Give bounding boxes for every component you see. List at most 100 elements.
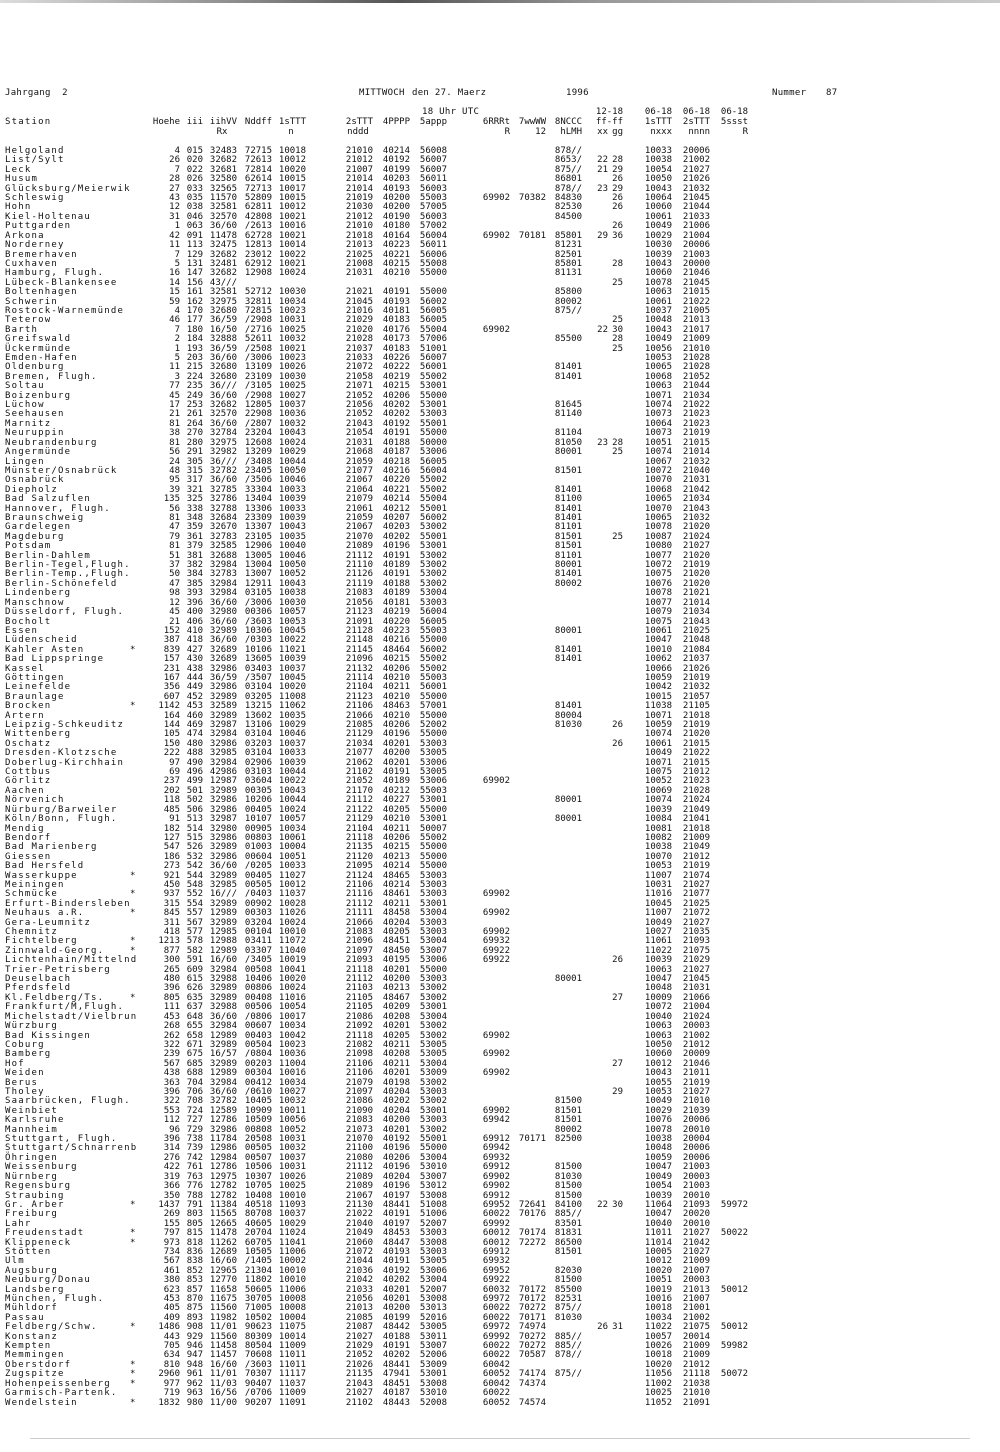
cell-iii: 506 (186, 804, 203, 815)
cell-iihvv: 36/// (209, 456, 237, 467)
cell-tn: 10052 (644, 776, 672, 787)
mountain-station-marker: * (130, 936, 136, 947)
cell-t1: 11024 (278, 1228, 306, 1239)
cell-tn: 10059 (644, 1152, 672, 1163)
cell-tn: 10067 (644, 456, 672, 467)
cell-tx: 20006 (682, 1143, 710, 1154)
cell-tx: 21032 (682, 183, 710, 194)
cell-t1: 10024 (278, 917, 306, 928)
cell-p4: 40206 (382, 832, 410, 843)
cell-r6: 69922 (482, 955, 510, 966)
cell-c8: 81501 (554, 541, 582, 552)
cell-tx: 21002 (682, 1312, 710, 1323)
cell-hoehe: 567 (163, 1256, 180, 1267)
cell-t2: 21110 (345, 560, 373, 571)
cell-nddff: 02906 (244, 757, 272, 768)
cell-t1: 11011 (278, 1359, 306, 1370)
cell-t2: 21077 (345, 465, 373, 476)
cell-a5: 56001 (419, 682, 447, 693)
cell-t2: 21095 (345, 861, 373, 872)
cell-p4: 40202 (382, 409, 410, 420)
cell-p4: 40188 (382, 1331, 410, 1342)
cell-r6: 69992 (482, 1331, 510, 1342)
cell-a5: 53001 (419, 795, 447, 806)
cell-t1: 11037 (278, 889, 306, 900)
cell-iii: 685 (186, 1058, 203, 1069)
cell-c8: 84830 (554, 193, 582, 204)
cell-iihvv: 32689 (209, 654, 237, 665)
cell-iii: 763 (186, 1171, 203, 1182)
cell-hoehe: 810 (163, 1359, 180, 1370)
cell-tx: 21034 (682, 607, 710, 618)
cell-iii: 963 (186, 1388, 203, 1399)
cell-iihvv: 32888 (209, 334, 237, 345)
cell-c8: 878// (554, 183, 582, 194)
cell-s5: 50072 (720, 1369, 748, 1380)
cell-t1: 10004 (278, 842, 306, 853)
cell-iihvv: 36/60 (209, 221, 237, 232)
cell-t2: 21012 (345, 211, 373, 222)
cell-p4: 40202 (382, 531, 410, 542)
cell-c8: 81500 (554, 1162, 582, 1173)
cell-t2: 21036 (345, 1265, 373, 1276)
cell-p4: 48450 (382, 945, 410, 956)
cell-nddff: 10408 (244, 1190, 272, 1201)
cell-tx: 21001 (682, 1303, 710, 1314)
cell-tx: 21026 (682, 174, 710, 185)
station-name: Boltenhagen (5, 287, 78, 298)
cell-tx: 21027 (682, 917, 710, 928)
cell-nddff: 62728 (244, 230, 272, 241)
volume-label: Jahrgang 2 (5, 88, 68, 98)
cell-tn: 10039 (644, 249, 672, 260)
cell-a5: 53002 (419, 1030, 447, 1041)
cell-p4: 48467 (382, 992, 410, 1003)
cell-a5: 56007 (419, 155, 447, 166)
cell-t2: 21052 (345, 390, 373, 401)
cell-a5: 51006 (419, 1209, 447, 1220)
cell-tn: 10070 (644, 851, 672, 862)
cell-nddff: 13307 (244, 522, 272, 533)
cell-tx: 21003 (682, 249, 710, 260)
cell-tx: 21002 (682, 1030, 710, 1041)
cell-p4: 40206 (382, 390, 410, 401)
cell-t1: 11091 (278, 1397, 306, 1408)
cell-hoehe: 21 (169, 409, 180, 420)
cell-iii: 460 (186, 710, 203, 721)
cell-a5: 53004 (419, 1152, 447, 1163)
column-header-c8-1: 8NCCC (554, 117, 582, 127)
cell-p4: 40183 (382, 343, 410, 354)
column-header-t2-1: 2sTTT (345, 117, 373, 127)
station-name: Stuttgart, Flugh. (5, 1134, 118, 1145)
cell-a5: 53003 (419, 889, 447, 900)
cell-tx: 20000 (682, 258, 710, 269)
cell-c8: 8653/ (554, 155, 582, 166)
cell-iihvv: 36/59 (209, 315, 237, 326)
cell-hoehe: 96 (169, 1124, 180, 1135)
cell-t2: 21086 (345, 1011, 373, 1022)
station-name: Stuttgart/Schnarrenb (5, 1143, 138, 1154)
cell-t1: 10004 (278, 1312, 306, 1323)
cell-gg: 36 (612, 230, 623, 241)
cell-hoehe: 438 (163, 1068, 180, 1079)
cell-iihvv: 11384 (209, 1199, 237, 1210)
cell-t1: 10021 (278, 211, 306, 222)
cell-iihvv: 32680 (209, 362, 237, 373)
cell-tn: 11038 (644, 701, 672, 712)
cell-t1: 11006 (278, 1246, 306, 1257)
cell-iii: 091 (186, 230, 203, 241)
cell-r6: 69952 (482, 1265, 510, 1276)
cell-gg: 28 (612, 258, 623, 269)
cell-nddff: 00507 (244, 1152, 272, 1163)
cell-t2: 21091 (345, 616, 373, 627)
cell-t1: 10039 (278, 494, 306, 505)
cell-a5: 53001 (419, 898, 447, 909)
cell-iihvv: 32670 (209, 522, 237, 533)
cell-nddff: 72815 (244, 305, 272, 316)
cell-nddff: 10506 (244, 1162, 272, 1173)
cell-hoehe: 157 (163, 654, 180, 665)
cell-t2: 21148 (345, 635, 373, 646)
cell-t1: 11026 (278, 908, 306, 919)
cell-iihvv: 36/60 (209, 475, 237, 486)
cell-iii: 280 (186, 437, 203, 448)
cell-tn: 10047 (644, 1209, 672, 1220)
